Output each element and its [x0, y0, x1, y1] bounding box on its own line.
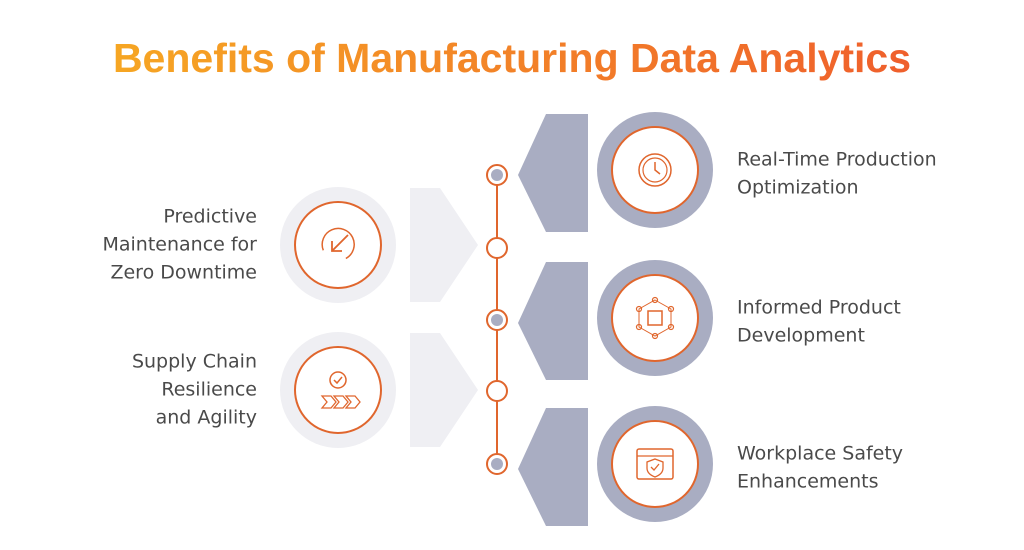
connector	[410, 188, 478, 302]
left-item: Predictive Maintenance for Zero Downtime	[102, 187, 478, 303]
timeline-node	[486, 237, 508, 259]
timeline-node	[486, 380, 508, 402]
item-label: Maintenance for	[102, 234, 257, 256]
item-label: Supply Chain	[132, 351, 257, 373]
item-label: Predictive	[163, 206, 257, 228]
right-item: Real-Time Production Optimization	[518, 112, 937, 232]
icon-circle	[611, 420, 699, 508]
icon	[647, 310, 663, 326]
icon	[329, 371, 347, 389]
item-label: Zero Downtime	[110, 262, 257, 284]
icon	[654, 162, 661, 175]
icon	[321, 227, 355, 260]
icon	[331, 234, 349, 252]
item-label: Real-Time Production	[737, 149, 937, 171]
icon	[651, 296, 659, 304]
item-label: Resilience	[161, 379, 257, 401]
item-label: and Agility	[156, 407, 257, 429]
icon-circle	[294, 346, 382, 434]
icon	[636, 448, 674, 480]
item-label: Workplace Safety	[737, 443, 903, 465]
title: Benefits of Manufacturing Data Analytics	[113, 35, 911, 81]
item-label: Development	[737, 325, 865, 347]
connector	[518, 262, 588, 380]
connector	[410, 333, 478, 447]
icon	[638, 299, 672, 337]
icon	[344, 395, 361, 409]
item-label: Enhancements	[737, 471, 879, 493]
item-label: Informed Product	[737, 297, 901, 319]
icon-circle	[611, 274, 699, 362]
connector	[518, 408, 588, 526]
icon	[646, 458, 664, 478]
icon	[651, 332, 659, 340]
item-label: Optimization	[737, 177, 859, 199]
timeline-node-core	[491, 169, 503, 181]
icon	[642, 157, 668, 183]
connector	[518, 114, 588, 232]
icon	[333, 376, 343, 385]
timeline-node-core	[491, 314, 503, 326]
icon	[320, 395, 337, 409]
right-item: Workplace Safety Enhancements	[518, 406, 903, 526]
icon	[650, 463, 660, 471]
icon	[638, 153, 672, 187]
left-item: Supply Chain Resilience and Agility	[132, 332, 478, 448]
right-item: Informed Product Development	[518, 260, 901, 380]
timeline-node-core	[491, 458, 503, 470]
icon	[332, 395, 349, 409]
